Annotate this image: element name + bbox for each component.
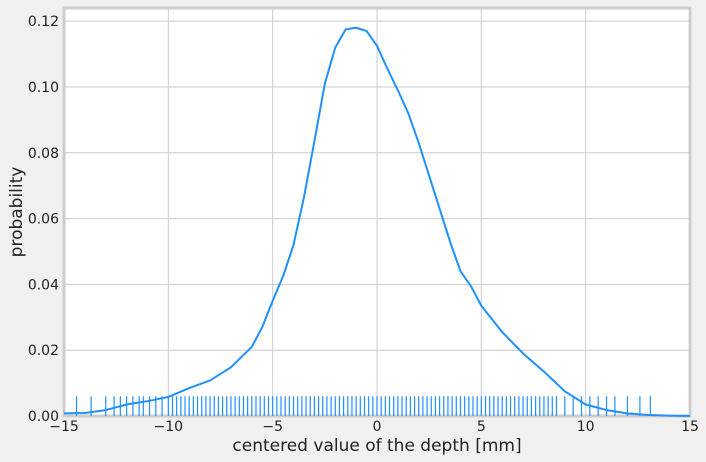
x-tick-label: 5: [477, 419, 486, 435]
kde-curve: [63, 26, 691, 417]
kde-line: [63, 26, 691, 417]
x-tick-label: −10: [154, 419, 184, 435]
x-tick-label: 0: [373, 419, 382, 435]
y-axis-label: probability: [7, 167, 27, 258]
x-tick-labels: −15 −10 −5 0 5 10 15: [49, 419, 699, 435]
y-tick-label: 0.00: [28, 409, 59, 425]
x-tick-label: 10: [577, 419, 595, 435]
x-tick-label: −15: [49, 419, 79, 435]
grid: [63, 8, 691, 417]
y-tick-labels: 0.00 0.02 0.04 0.06 0.08 0.10 0.12: [28, 14, 59, 425]
x-axis-label: centered value of the depth [mm]: [232, 436, 521, 456]
y-tick-label: 0.04: [28, 277, 59, 293]
y-tick-label: 0.06: [28, 212, 59, 228]
x-tick-label: 15: [681, 419, 699, 435]
y-tick-label: 0.08: [28, 146, 59, 162]
y-tick-label: 0.02: [28, 343, 59, 359]
y-tick-label: 0.10: [28, 80, 59, 96]
x-tick-label: −5: [262, 419, 283, 435]
y-tick-label: 0.12: [28, 14, 59, 30]
